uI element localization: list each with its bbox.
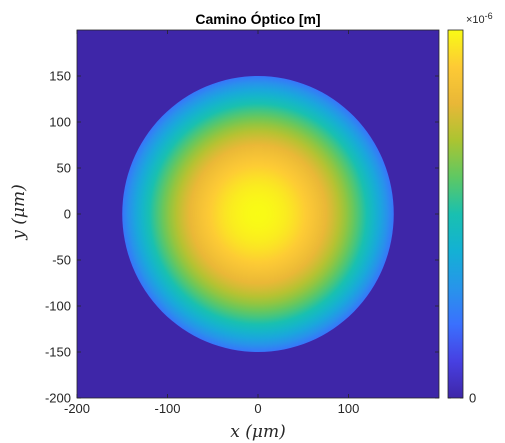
y-axis: -200 -150 -100 -50 0 50 100 150 xyxy=(45,69,439,406)
colorbar-ticks: 0123456 xyxy=(448,391,476,406)
y-tick-label: -150 xyxy=(45,345,71,360)
y-tick-label: 50 xyxy=(57,161,71,176)
x-tick-label: -100 xyxy=(154,401,180,416)
heatmap-disk xyxy=(122,76,394,352)
colorbar-exponent-power: -6 xyxy=(485,11,493,21)
y-tick-label: -200 xyxy=(45,391,71,406)
x-tick-label: 0 xyxy=(254,401,261,416)
y-tick-label: 0 xyxy=(64,207,71,222)
y-tick-label: 150 xyxy=(49,69,71,84)
x-axis-label: x (μm) xyxy=(230,422,285,442)
colorbar-exponent: ×10-6 xyxy=(466,11,493,26)
x-tick-label: 100 xyxy=(338,401,360,416)
y-tick-label: -100 xyxy=(45,299,71,314)
colorbar-tick-label: 0 xyxy=(469,391,476,406)
colorbar-gradient xyxy=(447,29,464,399)
x-tick-label: -200 xyxy=(64,401,90,416)
colorbar: 0123456 ×10-6 xyxy=(447,11,493,406)
y-tick-label: -50 xyxy=(52,253,71,268)
y-tick-label: 100 xyxy=(49,115,71,130)
plot-area xyxy=(76,29,440,399)
chart-title: Camino Óptico [m] xyxy=(195,10,320,27)
x-axis: -200 -100 0 100 xyxy=(64,30,359,416)
colorbar-exponent-base: ×10 xyxy=(466,14,485,26)
y-axis-label: y (μm) xyxy=(9,184,29,240)
